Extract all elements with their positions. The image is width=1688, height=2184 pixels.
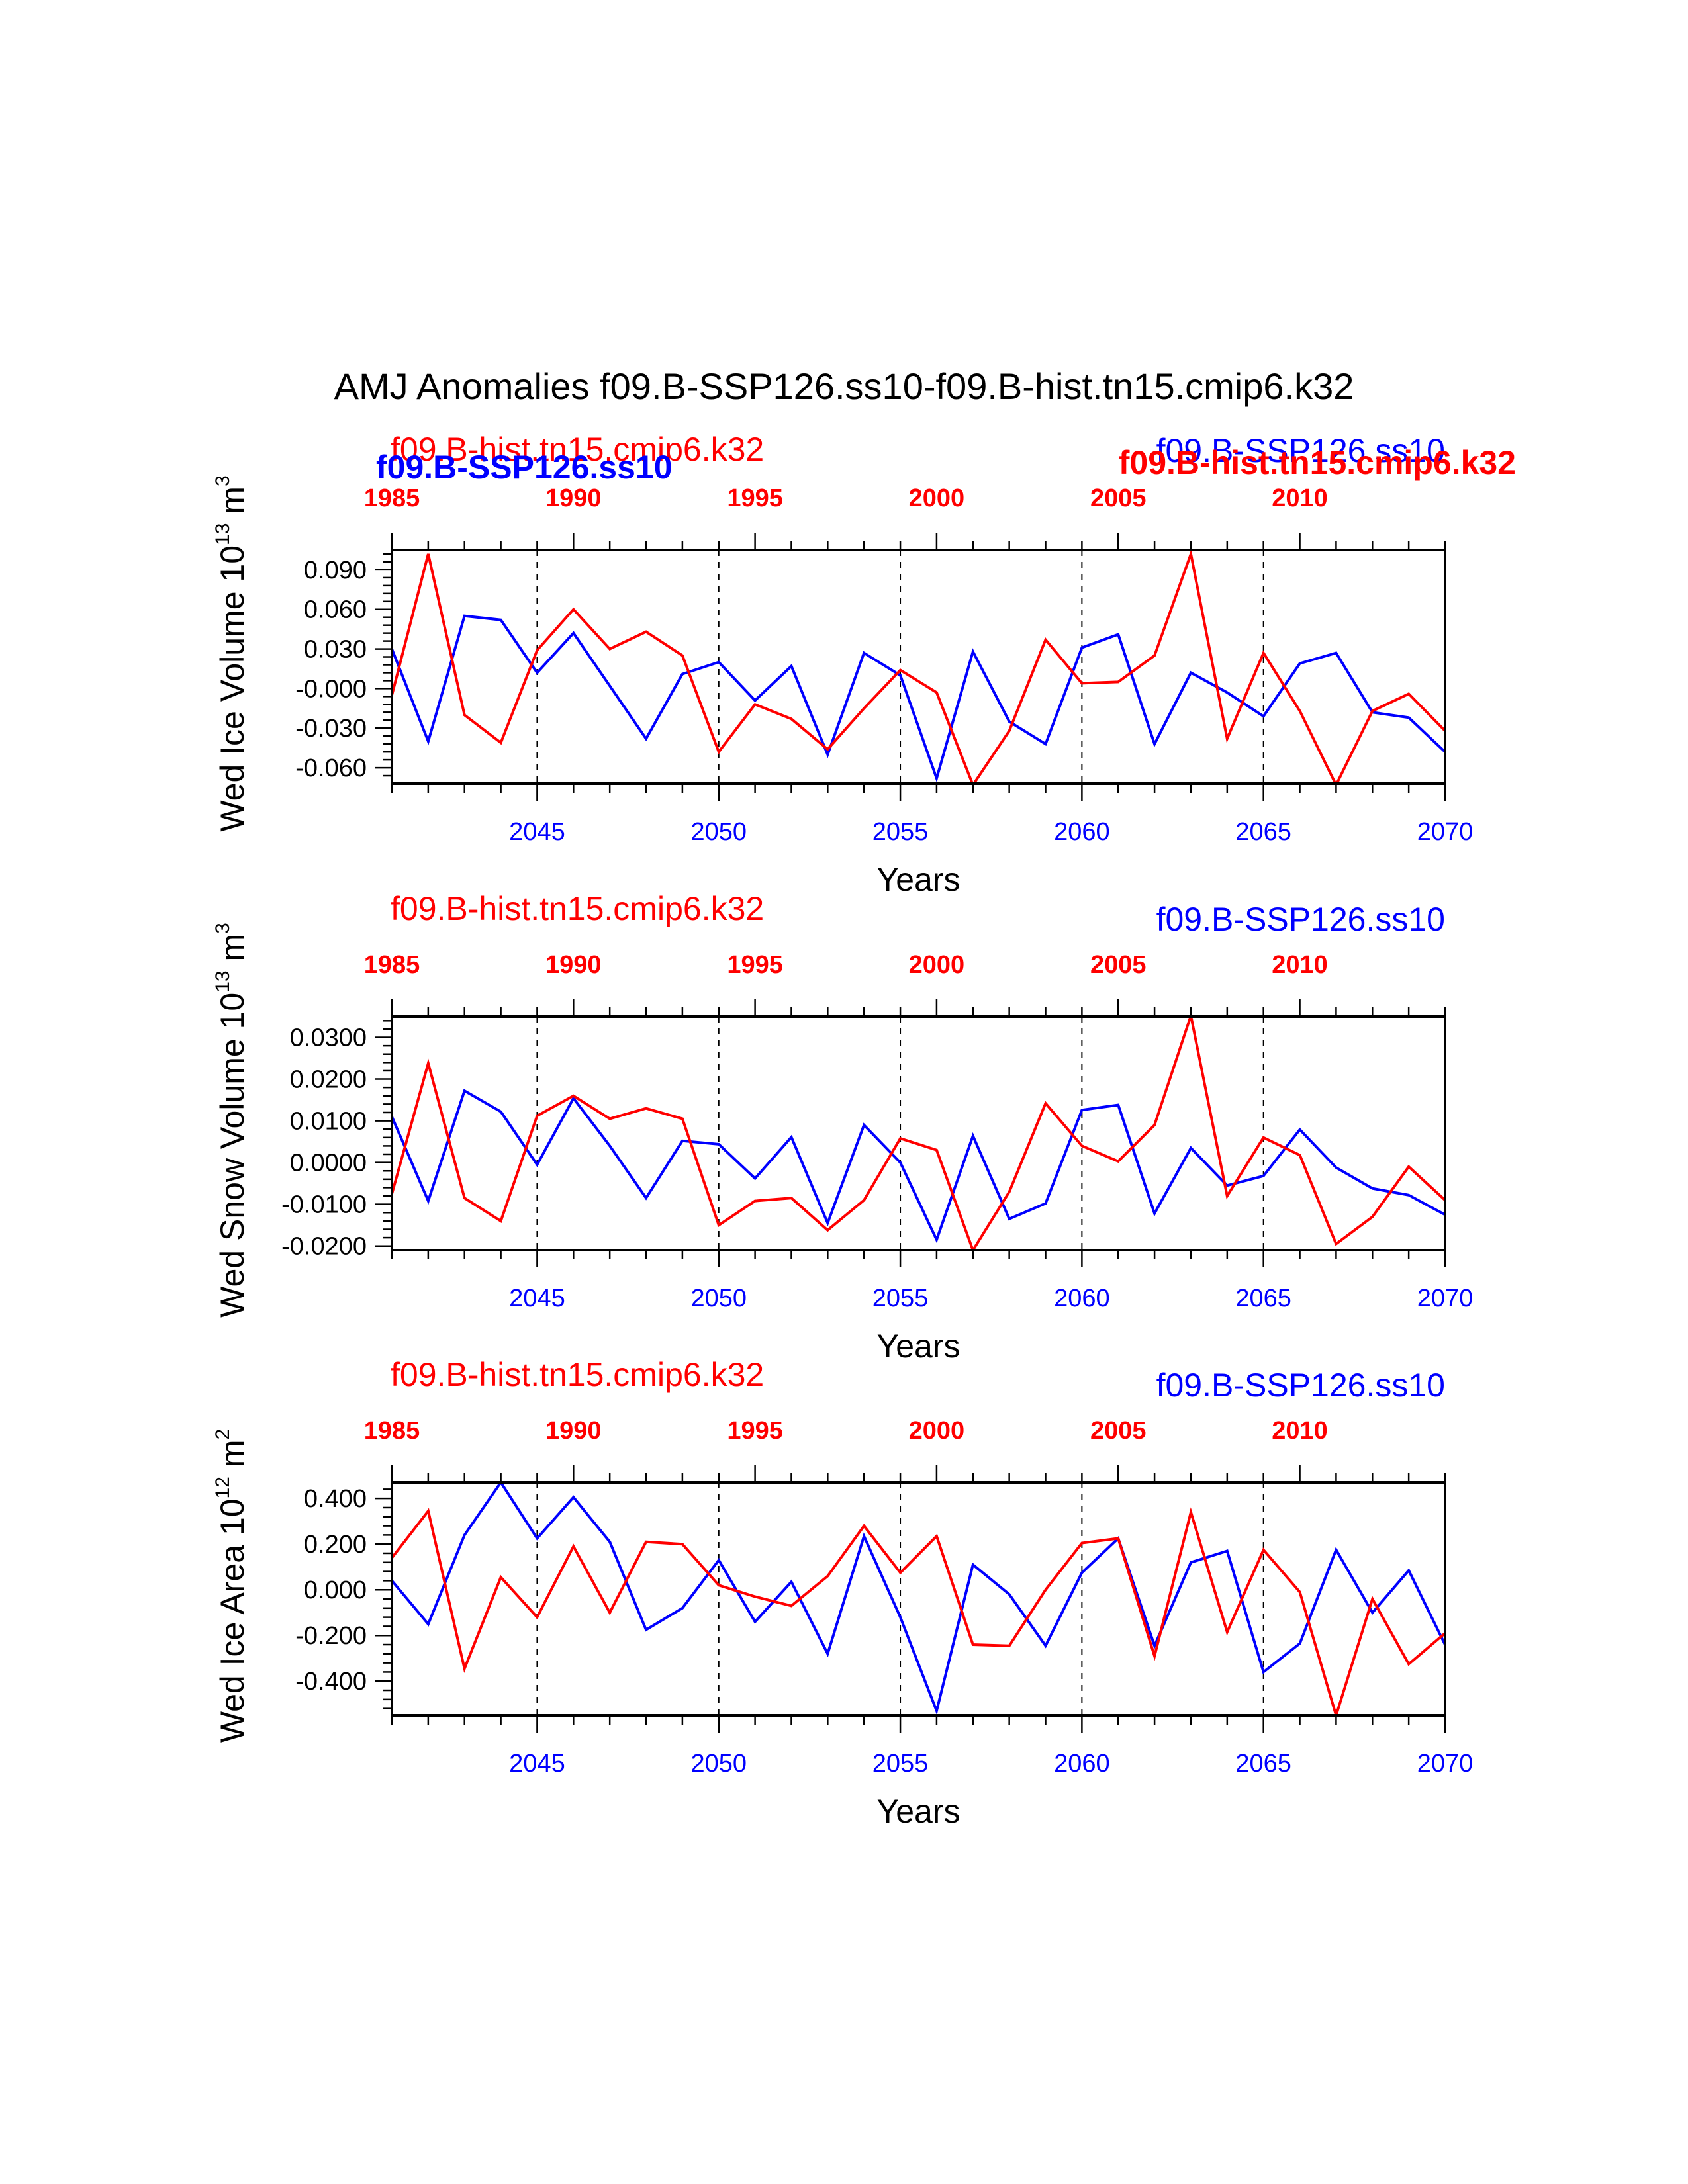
x-tick-label-bottom: 2045 xyxy=(509,1285,565,1312)
y-tick-label: -0.200 xyxy=(295,1622,367,1650)
x-tick-label-top: 1995 xyxy=(727,1417,783,1445)
x-tick-label-bottom: 2055 xyxy=(872,1750,929,1778)
x-tick-label-top: 2010 xyxy=(1272,951,1328,979)
plot-frame xyxy=(391,1481,1446,1717)
x-tick-label-top: 1995 xyxy=(727,951,783,979)
y-tick-label: 0.060 xyxy=(304,596,367,624)
y-tick-label: 0.090 xyxy=(304,557,367,584)
chart-title: AMJ Anomalies f09.B-SSP126.ss10-f09.B-hi… xyxy=(334,365,1354,407)
plot-frame xyxy=(391,1015,1446,1251)
x-tick-label-top: 2010 xyxy=(1272,484,1328,512)
x-tick-label-top: 1990 xyxy=(545,1417,602,1445)
x-tick-label-top: 1985 xyxy=(364,1417,420,1445)
x-tick-label-bottom: 2050 xyxy=(690,1285,747,1312)
x-tick-label-top: 2005 xyxy=(1090,484,1147,512)
x-tick-label-top: 1995 xyxy=(727,484,783,512)
x-tick-label-top: 1990 xyxy=(545,484,602,512)
x-tick-label-bottom: 2065 xyxy=(1235,818,1291,846)
y-tick-label: 0.030 xyxy=(304,636,367,664)
panel-3: 2045 2050 2055 2060 2065 2070 1985 1990 1995 2000… xyxy=(212,1356,1473,1830)
y-axis-label-part: m xyxy=(214,1440,251,1477)
x-axis-label: Years xyxy=(876,861,960,898)
series-label-hist-left: f09.B-hist.tn15.cmip6.k32 xyxy=(391,431,764,468)
x-tick-label-bottom: 2045 xyxy=(509,1750,565,1778)
y-axis-label: Wed Ice Volume 1013 m3 xyxy=(212,475,251,831)
y-axis-label-part: m xyxy=(214,486,251,523)
series-label-hist-right: f09.B-hist.tn15.cmip6.k32 xyxy=(1119,444,1516,481)
y-axis-label-part: Wed Ice Volume 10 xyxy=(214,545,251,832)
plot-frame xyxy=(391,549,1446,785)
x-tick-label-top: 2000 xyxy=(909,484,965,512)
y-axis-label-part: Wed Snow Volume 10 xyxy=(214,993,251,1318)
y-axis-label-part: 13 xyxy=(212,970,234,992)
x-tick-label-bottom: 2060 xyxy=(1054,1285,1110,1312)
x-tick-label-top: 2005 xyxy=(1090,951,1147,979)
y-tick-label: -0.030 xyxy=(295,715,367,743)
x-axis-label: Years xyxy=(876,1793,960,1830)
y-axis-label-part: m xyxy=(214,934,251,971)
x-tick-label-bottom: 2055 xyxy=(872,818,929,846)
x-tick-label-bottom: 2065 xyxy=(1235,1285,1291,1312)
x-tick-label-bottom: 2060 xyxy=(1054,818,1110,846)
y-tick-label: 0.0000 xyxy=(290,1150,367,1177)
y-tick-label: 0.0300 xyxy=(290,1024,367,1052)
y-tick-label: -0.000 xyxy=(295,675,367,703)
y-tick-label: -0.0200 xyxy=(281,1233,367,1261)
x-tick-label-bottom: 2070 xyxy=(1417,1285,1474,1312)
series-label-ssp126: f09.B-SSP126.ss10 xyxy=(1156,1367,1445,1404)
y-axis-label-part: 3 xyxy=(212,475,234,486)
y-axis-label-part: Wed Ice Area 10 xyxy=(214,1498,251,1743)
y-axis-label-part: 13 xyxy=(212,523,234,545)
y-tick-label: -0.0100 xyxy=(281,1191,367,1219)
series-label-ssp126: f09.B-SSP126.ss10 xyxy=(1156,901,1445,938)
x-tick-label-bottom: 2055 xyxy=(872,1285,929,1312)
x-tick-label-bottom: 2070 xyxy=(1417,818,1474,846)
y-tick-label: 0.000 xyxy=(304,1576,367,1604)
y-tick-label: 0.400 xyxy=(304,1485,367,1513)
series-label-ssp126-right: f09.B-SSP126.ss10 xyxy=(1156,432,1445,469)
series-label-ssp126-left: f09.B-SSP126.ss10 xyxy=(376,449,673,486)
series-line-hist xyxy=(392,550,1445,784)
series-label-hist: f09.B-hist.tn15.cmip6.k32 xyxy=(391,890,764,927)
y-tick-label: 0.0200 xyxy=(290,1066,367,1094)
x-tick-label-bottom: 2060 xyxy=(1054,1750,1110,1778)
y-axis-label-part: 3 xyxy=(212,923,234,934)
x-tick-label-top: 2010 xyxy=(1272,1417,1328,1445)
x-tick-label-top: 1985 xyxy=(364,484,420,512)
x-tick-label-bottom: 2065 xyxy=(1235,1750,1291,1778)
y-axis-label-part: 2 xyxy=(212,1429,234,1440)
x-tick-label-top: 2000 xyxy=(909,951,965,979)
x-tick-label-top: 2005 xyxy=(1090,1417,1147,1445)
y-tick-label: 0.200 xyxy=(304,1531,367,1559)
x-tick-label-top: 1985 xyxy=(364,951,420,979)
panel-1: 2045 2050 2055 2060 2065 2070 1985 1990 1995 2000… xyxy=(212,431,1516,898)
panel-2: 2045 2050 2055 2060 2065 2070 1985 1990 1995 2000… xyxy=(212,890,1473,1365)
x-axis-label: Years xyxy=(876,1328,960,1365)
y-axis-label: Wed Ice Area 1012 m2 xyxy=(212,1429,251,1743)
y-tick-label: 0.0100 xyxy=(290,1108,367,1136)
series-line-ssp126 xyxy=(392,1089,1445,1244)
y-tick-label: -0.400 xyxy=(295,1668,367,1696)
series-label-hist: f09.B-hist.tn15.cmip6.k32 xyxy=(391,1356,764,1393)
x-tick-label-bottom: 2050 xyxy=(690,1750,747,1778)
y-tick-label: -0.060 xyxy=(295,754,367,782)
series-line-ssp126 xyxy=(392,614,1445,783)
series-line-hist xyxy=(392,1017,1445,1250)
x-tick-label-bottom: 2050 xyxy=(690,818,747,846)
x-tick-label-bottom: 2070 xyxy=(1417,1750,1474,1778)
series-line-ssp126 xyxy=(392,1482,1445,1715)
x-tick-label-bottom: 2045 xyxy=(509,818,565,846)
x-tick-label-top: 1990 xyxy=(545,951,602,979)
y-axis-label: Wed Snow Volume 1013 m3 xyxy=(212,923,251,1318)
y-axis-label-part: 12 xyxy=(212,1477,234,1498)
series-line-hist xyxy=(392,1507,1445,1715)
x-tick-label-top: 2000 xyxy=(909,1417,965,1445)
